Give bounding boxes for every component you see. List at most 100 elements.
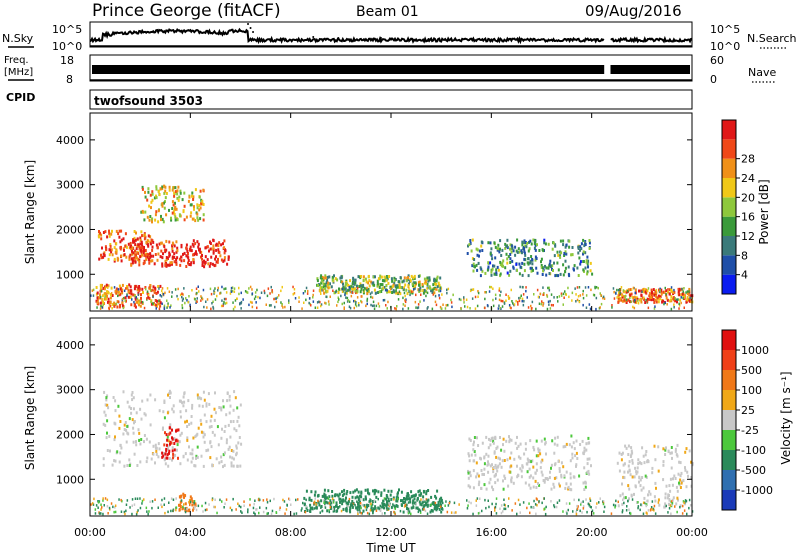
velocity-cell bbox=[385, 504, 388, 508]
velocity-cell bbox=[670, 451, 673, 455]
power-cell bbox=[362, 275, 365, 279]
velocity-colorbar-tick-label: -1000 bbox=[741, 484, 773, 497]
velocity-cell bbox=[641, 476, 644, 479]
velocity-cell bbox=[385, 494, 388, 497]
velocity-cell bbox=[469, 474, 472, 478]
power-cell bbox=[202, 203, 205, 206]
velocity-cell bbox=[467, 469, 469, 473]
power-cell bbox=[144, 286, 147, 289]
range-tick-label: 4000 bbox=[56, 339, 84, 352]
velocity-cell bbox=[381, 502, 383, 505]
velocity-cell bbox=[586, 510, 588, 514]
velocity-cell bbox=[543, 480, 546, 484]
power-cell bbox=[430, 287, 432, 290]
power-cell bbox=[638, 289, 640, 293]
power-cell bbox=[509, 253, 512, 256]
power-cell bbox=[191, 194, 193, 198]
power-cell bbox=[571, 246, 574, 249]
velocity-cell bbox=[510, 438, 513, 442]
velocity-cell bbox=[386, 495, 389, 499]
velocity-cell bbox=[189, 503, 191, 507]
velocity-cell bbox=[168, 426, 171, 430]
power-cell bbox=[677, 289, 680, 293]
velocity-cell bbox=[361, 503, 364, 507]
power-cell bbox=[173, 252, 176, 256]
power-cell bbox=[147, 187, 150, 191]
power-cell bbox=[489, 241, 492, 245]
power-cell bbox=[534, 239, 537, 243]
power-cell bbox=[324, 287, 327, 290]
power-cell bbox=[625, 298, 628, 301]
power-cell bbox=[148, 258, 151, 262]
power-cell bbox=[246, 290, 248, 294]
velocity-cell bbox=[584, 485, 587, 489]
power-cell bbox=[138, 303, 140, 307]
velocity-cell bbox=[637, 458, 640, 462]
power-cell bbox=[178, 195, 181, 199]
velocity-cell bbox=[529, 486, 532, 490]
velocity-cell bbox=[534, 503, 537, 506]
velocity-cell bbox=[685, 499, 688, 503]
velocity-cell bbox=[254, 512, 256, 516]
power-cell bbox=[580, 247, 583, 251]
velocity-cell bbox=[468, 454, 471, 458]
power-cell bbox=[176, 196, 179, 200]
power-cell bbox=[166, 263, 169, 267]
velocity-cell bbox=[390, 505, 393, 509]
velocity-cell bbox=[176, 443, 179, 447]
power-cell bbox=[102, 252, 105, 256]
velocity-cell bbox=[390, 497, 393, 501]
power-cell bbox=[196, 300, 198, 303]
power-cell bbox=[163, 201, 165, 205]
power-cell bbox=[344, 282, 347, 285]
power-cell bbox=[531, 262, 534, 266]
velocity-cell bbox=[540, 470, 543, 474]
power-cell bbox=[251, 301, 253, 304]
power-cell bbox=[217, 243, 220, 247]
power-cell bbox=[173, 191, 176, 195]
velocity-cell bbox=[178, 440, 181, 444]
power-cell bbox=[134, 284, 137, 288]
range-tick-label: 4000 bbox=[56, 134, 84, 147]
velocity-cell bbox=[603, 510, 605, 513]
velocity-cell bbox=[118, 498, 120, 501]
colorbar-swatch bbox=[722, 255, 736, 275]
velocity-cell bbox=[410, 490, 413, 494]
power-cell bbox=[109, 300, 112, 304]
power-cell bbox=[402, 279, 405, 283]
velocity-cell bbox=[326, 509, 329, 513]
freq-label-line2: [MHz] bbox=[4, 67, 33, 78]
velocity-cell bbox=[323, 492, 326, 496]
power-cell bbox=[111, 302, 114, 306]
power-cell bbox=[172, 186, 175, 190]
power-cell bbox=[567, 286, 569, 290]
velocity-cell bbox=[102, 497, 104, 500]
freq-top-tick: 18 bbox=[60, 54, 74, 67]
power-cell bbox=[379, 274, 382, 278]
velocity-cell bbox=[380, 508, 382, 512]
velocity-cell bbox=[167, 464, 170, 468]
power-cell bbox=[657, 300, 660, 304]
power-cell bbox=[122, 237, 125, 241]
velocity-cell bbox=[198, 396, 201, 400]
power-cell bbox=[564, 245, 567, 249]
power-cell bbox=[120, 245, 122, 249]
velocity-cell bbox=[151, 506, 153, 510]
velocity-cell bbox=[126, 424, 129, 428]
velocity-cell bbox=[551, 439, 554, 443]
power-cell bbox=[497, 268, 500, 272]
velocity-cell bbox=[690, 460, 693, 464]
power-cell bbox=[99, 283, 102, 287]
power-cell bbox=[105, 297, 108, 301]
power-cell bbox=[486, 268, 489, 272]
velocity-cell bbox=[570, 445, 573, 449]
power-cell bbox=[170, 261, 173, 265]
power-cell bbox=[280, 289, 282, 293]
power-cell bbox=[521, 240, 524, 244]
power-cell bbox=[173, 255, 176, 259]
freq-panel-frame bbox=[89, 54, 693, 82]
power-cell bbox=[578, 286, 581, 289]
cpid-panel-frame bbox=[89, 89, 693, 110]
